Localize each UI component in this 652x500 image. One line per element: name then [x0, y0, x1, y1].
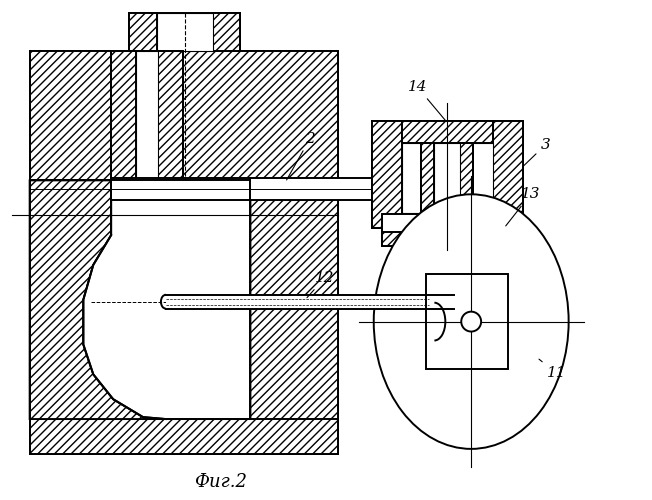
Bar: [434, 142, 460, 213]
Bar: [372, 120, 402, 228]
Text: 2: 2: [287, 132, 315, 180]
Text: Фиг.2: Фиг.2: [194, 472, 247, 490]
Bar: [372, 120, 523, 228]
Bar: [493, 120, 523, 228]
Bar: [157, 14, 213, 51]
Bar: [426, 274, 508, 369]
Bar: [29, 51, 338, 454]
Text: 13: 13: [506, 188, 541, 226]
Text: 14: 14: [408, 80, 445, 120]
Bar: [29, 51, 111, 180]
Bar: [158, 51, 183, 180]
Text: 3: 3: [523, 138, 550, 166]
Bar: [421, 142, 473, 213]
Bar: [111, 51, 136, 180]
Bar: [136, 51, 158, 180]
Bar: [213, 14, 241, 51]
Bar: [29, 419, 338, 454]
Bar: [129, 14, 241, 51]
Bar: [402, 120, 493, 142]
Bar: [129, 14, 157, 51]
Text: 11: 11: [539, 359, 567, 380]
Bar: [402, 142, 493, 213]
Polygon shape: [83, 180, 250, 419]
Circle shape: [461, 312, 481, 332]
Bar: [381, 214, 513, 246]
Bar: [183, 51, 338, 180]
Bar: [381, 232, 513, 246]
Bar: [250, 180, 338, 454]
Polygon shape: [29, 180, 166, 419]
Bar: [111, 51, 183, 180]
Bar: [111, 51, 183, 180]
Bar: [402, 213, 493, 228]
Bar: [250, 178, 370, 201]
Bar: [460, 142, 473, 213]
Ellipse shape: [374, 194, 569, 449]
Text: 12: 12: [307, 271, 334, 297]
Bar: [111, 178, 250, 201]
Bar: [421, 142, 434, 213]
Bar: [166, 294, 454, 308]
